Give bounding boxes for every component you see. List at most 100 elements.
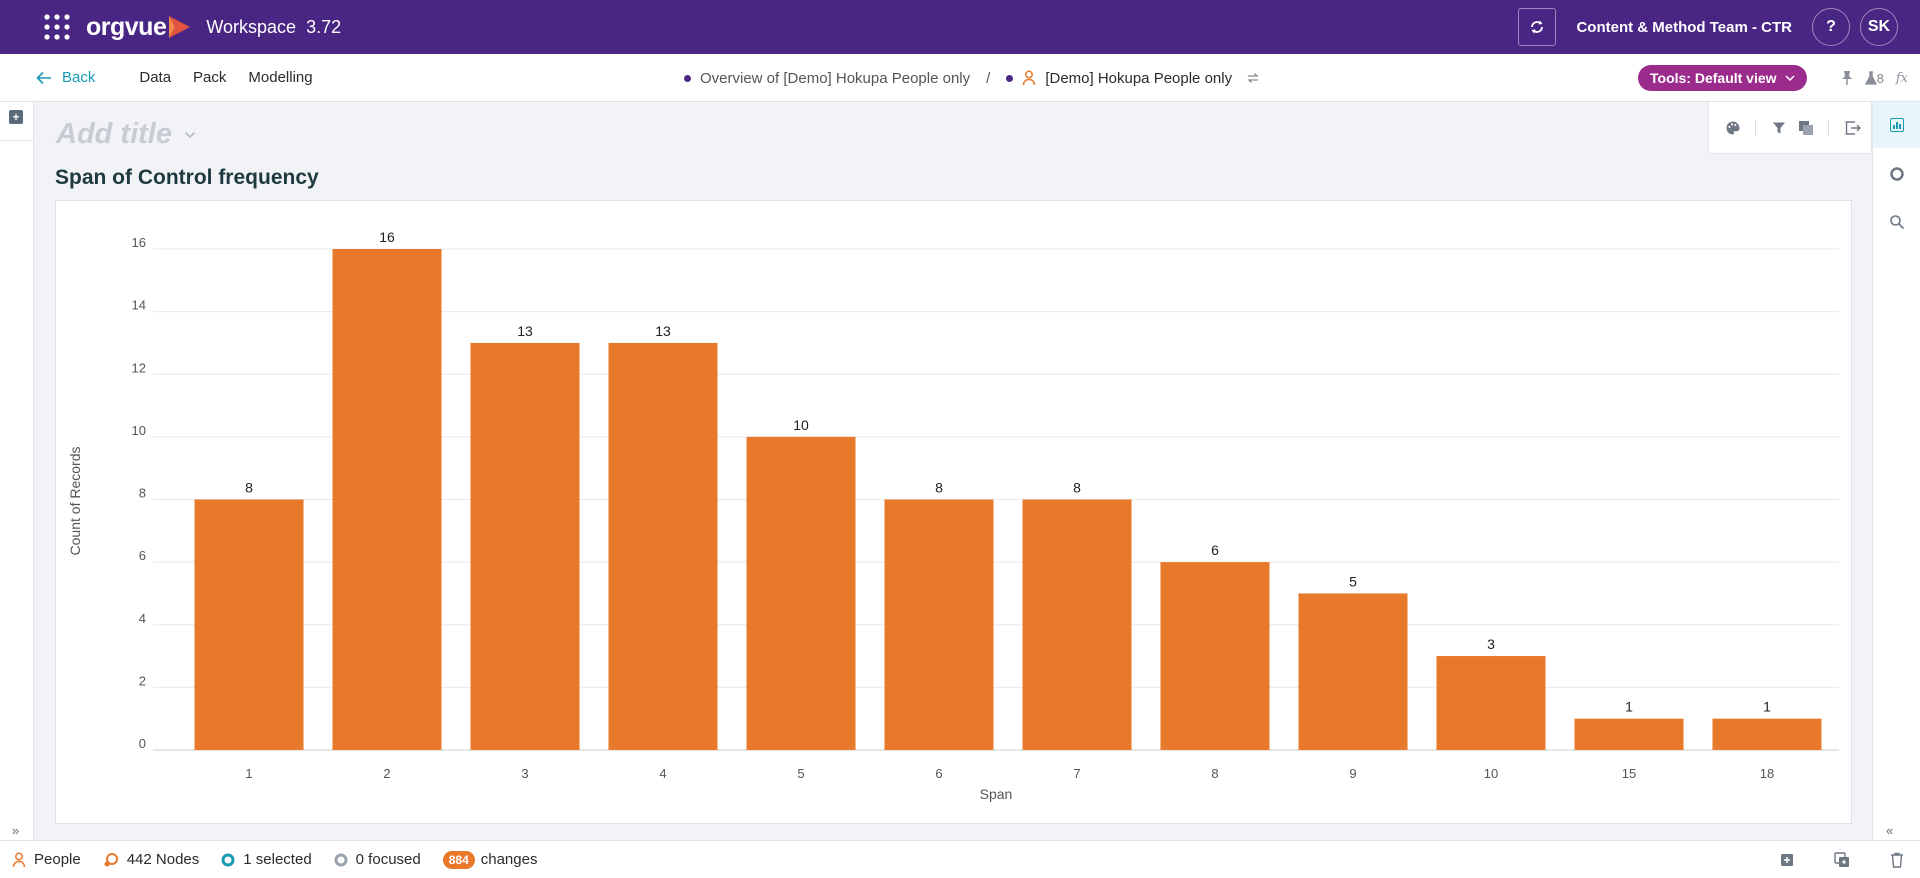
focused-count[interactable]: 0 focused	[334, 851, 421, 868]
person-icon	[12, 852, 26, 867]
sync-button[interactable]	[1518, 8, 1557, 46]
add-title-field[interactable]: Add title	[56, 118, 196, 151]
bar[interactable]	[884, 499, 994, 751]
bar[interactable]	[194, 499, 304, 751]
y-axis-title: Count of Records	[67, 447, 83, 556]
chart-card: 0 2 4 6 8 10 12 14 16 8 1 16 2 13 3 13 4 10 5 8 6 8 7 6 8 5 9 3 10 1…	[55, 200, 1852, 824]
bar-value-label: 8	[245, 480, 253, 496]
bar-value-label: 3	[1487, 636, 1495, 652]
breadcrumb-current[interactable]: [Demo] Hokupa People only	[1006, 70, 1260, 87]
x-tick-label: 5	[797, 766, 804, 781]
bar-value-label: 16	[379, 229, 395, 245]
bar[interactable]	[1712, 718, 1822, 750]
changes-badge: 884	[442, 850, 475, 869]
changes-label: changes	[480, 851, 538, 868]
expand-left-icon[interactable]: »	[12, 823, 20, 838]
logo-mark-icon	[169, 16, 191, 38]
node-view-button[interactable]	[1873, 166, 1920, 182]
chart-tools-panel	[1708, 102, 1872, 154]
y-tick-label: 6	[139, 548, 146, 563]
workspace-label: Workspace	[206, 16, 297, 37]
top-bar: orgvue Workspace 3.72 Content & Method T…	[0, 0, 1920, 54]
search-button[interactable]	[1873, 214, 1920, 230]
palette-button[interactable]	[1725, 120, 1741, 136]
bar-value-label: 8	[935, 480, 943, 496]
y-tick-label: 16	[132, 235, 146, 250]
bar-value-label: 5	[1349, 573, 1357, 589]
left-divider	[0, 140, 34, 141]
changes-indicator[interactable]: 884 changes	[442, 850, 538, 869]
orgvue-logo[interactable]: orgvue	[86, 13, 192, 42]
tools-view-label: Tools: Default view	[1650, 70, 1777, 86]
x-tick-label: 15	[1622, 766, 1636, 781]
right-panel	[1872, 102, 1920, 840]
person-icon	[1023, 70, 1036, 86]
app-grid-icon[interactable]	[30, 0, 84, 54]
bar[interactable]	[1298, 593, 1408, 750]
user-avatar[interactable]: SK	[1860, 8, 1898, 46]
y-tick-label: 12	[132, 360, 146, 375]
team-name[interactable]: Content & Method Team - CTR	[1576, 18, 1792, 36]
dimension-selector[interactable]: People	[12, 851, 81, 868]
pin-icon[interactable]	[1841, 70, 1853, 86]
left-panel: +	[0, 102, 34, 840]
add-node-icon[interactable]	[1780, 853, 1794, 867]
bar[interactable]	[1022, 499, 1132, 751]
chevron-down-icon	[1785, 75, 1795, 81]
add-panel-icon[interactable]: +	[9, 110, 23, 124]
selected-ring-icon	[221, 853, 235, 866]
dataset-dot-icon	[684, 74, 691, 82]
bar[interactable]	[1436, 656, 1546, 750]
x-tick-label: 9	[1349, 766, 1356, 781]
selected-count[interactable]: 1 selected	[221, 851, 312, 868]
x-tick-label: 7	[1073, 766, 1080, 781]
menu-modelling[interactable]: Modelling	[248, 69, 313, 86]
x-tick-label: 3	[521, 766, 528, 781]
nodes-count[interactable]: 442 Nodes	[103, 851, 199, 868]
chart-view-button[interactable]	[1873, 102, 1920, 148]
dimension-label: People	[34, 851, 81, 868]
chevron-down-icon[interactable]	[184, 131, 196, 139]
palette-icon	[1726, 121, 1740, 134]
bar[interactable]	[470, 342, 580, 750]
swap-icon[interactable]	[1246, 71, 1260, 85]
bar-value-label: 1	[1763, 699, 1771, 715]
breadcrumb-parent[interactable]: Overview of [Demo] Hokupa People only	[684, 70, 970, 87]
x-tick-label: 10	[1484, 766, 1498, 781]
formula-button[interactable]: fx	[1895, 70, 1908, 86]
bar-chart: 0 2 4 6 8 10 12 14 16 8 1 16 2 13 3 13 4 10 5 8 6 8 7 6 8 5 9 3 10 1…	[67, 229, 1839, 802]
tool-divider	[1828, 119, 1829, 136]
nav-bar: Back Data Pack Modelling Overview of [De…	[0, 54, 1920, 102]
sync-icon	[1531, 20, 1544, 34]
export-button[interactable]	[1845, 120, 1861, 135]
delete-icon[interactable]	[1890, 852, 1904, 868]
filter-icon	[1773, 122, 1785, 133]
focused-label: 0 focused	[355, 851, 421, 868]
filter-button[interactable]	[1772, 121, 1786, 135]
back-button[interactable]: Back	[36, 69, 95, 86]
bar[interactable]	[608, 342, 718, 750]
bar[interactable]	[1574, 718, 1684, 750]
logo-text: orgvue	[86, 12, 167, 41]
bar[interactable]	[746, 436, 856, 750]
breadcrumb: Overview of [Demo] Hokupa People only / …	[684, 54, 1260, 102]
workspace-version: 3.72	[306, 16, 342, 37]
collapse-right-icon[interactable]: «	[1886, 823, 1894, 838]
help-button[interactable]: ?	[1812, 8, 1850, 46]
layers-button[interactable]	[1798, 120, 1814, 136]
breadcrumb-parent-label: Overview of [Demo] Hokupa People only	[700, 69, 971, 87]
tools-view-dropdown[interactable]: Tools: Default view	[1638, 65, 1807, 91]
flask-button[interactable]: 8	[1864, 71, 1884, 86]
status-actions	[1740, 841, 1904, 878]
menu-pack[interactable]: Pack	[193, 69, 227, 86]
search-icon	[1890, 215, 1905, 230]
y-tick-label: 0	[139, 736, 146, 751]
menu-data[interactable]: Data	[139, 69, 172, 86]
bar[interactable]	[1160, 562, 1270, 750]
status-bar: People 442 Nodes 1 selected 0 focused 88…	[0, 840, 1920, 878]
duplicate-icon[interactable]	[1834, 852, 1850, 868]
add-title-placeholder: Add title	[56, 118, 172, 150]
bar[interactable]	[332, 249, 442, 750]
bar-value-label: 6	[1211, 542, 1219, 558]
x-axis-title: Span	[980, 786, 1013, 802]
